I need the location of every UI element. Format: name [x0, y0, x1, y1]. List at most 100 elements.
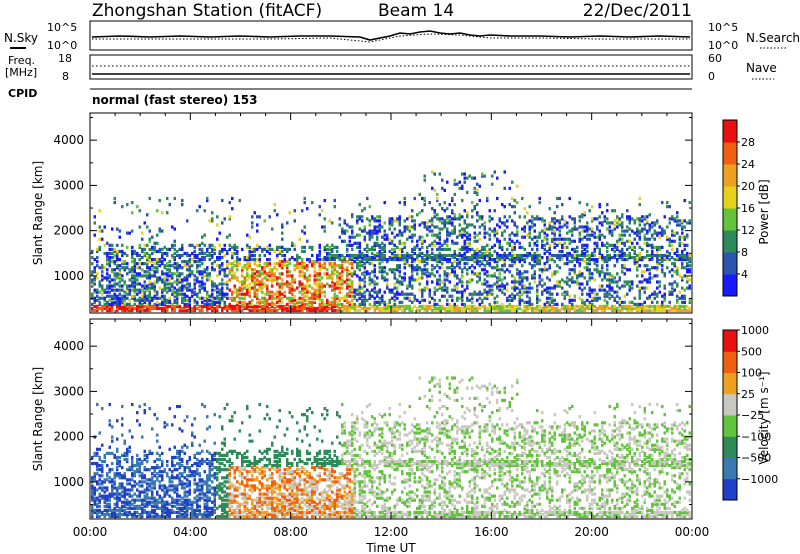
data-cell	[366, 308, 369, 313]
data-cell	[578, 282, 581, 286]
data-cell	[363, 296, 366, 300]
data-cell	[613, 245, 616, 249]
data-cell	[123, 490, 126, 494]
data-cell	[568, 237, 571, 241]
data-cell	[258, 288, 261, 292]
data-cell	[361, 294, 364, 298]
data-cell	[123, 504, 126, 508]
data-cell	[518, 298, 521, 302]
data-cell	[303, 249, 306, 254]
data-cell	[653, 231, 656, 235]
data-cell	[121, 512, 124, 517]
data-cell	[298, 262, 301, 266]
data-cell	[253, 268, 256, 272]
data-cell	[258, 245, 261, 249]
data-cell	[353, 260, 356, 264]
data-cell	[508, 203, 511, 207]
data-cell	[656, 304, 659, 309]
data-cell	[318, 264, 321, 268]
data-cell	[201, 262, 204, 266]
data-cell	[471, 223, 474, 227]
data-cell	[298, 290, 301, 294]
data-cell	[536, 288, 539, 292]
data-cell	[406, 255, 409, 260]
data-cell	[496, 257, 499, 262]
data-cell	[428, 288, 431, 292]
data-cell	[548, 266, 551, 270]
data-cell	[116, 492, 119, 496]
data-cell	[536, 247, 539, 252]
data-cell	[93, 472, 96, 476]
data-cell	[681, 300, 684, 304]
data-cell	[428, 300, 431, 304]
data-cell	[683, 219, 686, 223]
data-cell	[636, 306, 639, 311]
data-cell	[96, 260, 99, 264]
data-cell	[158, 264, 161, 268]
data-cell	[126, 272, 129, 276]
data-cell	[288, 298, 291, 302]
data-cell	[221, 221, 224, 225]
data-cell	[528, 282, 531, 286]
data-cell	[323, 255, 326, 260]
data-cell	[386, 304, 389, 309]
data-cell	[613, 227, 616, 231]
data-cell	[236, 257, 239, 262]
data-cell	[101, 292, 104, 296]
data-cell	[123, 453, 126, 458]
data-cell	[236, 308, 239, 313]
data-cell	[141, 296, 144, 300]
data-cell	[676, 304, 679, 309]
data-cell	[313, 300, 316, 304]
data-cell	[228, 306, 231, 311]
data-cell	[348, 257, 351, 262]
data-cell	[136, 262, 139, 266]
data-cell	[498, 257, 501, 262]
data-cell	[641, 286, 644, 290]
data-cell	[581, 308, 584, 313]
data-cell	[363, 207, 366, 211]
data-cell	[291, 292, 294, 296]
data-cell	[208, 245, 211, 249]
data-cell	[498, 239, 501, 243]
data-cell	[403, 260, 406, 264]
data-cell	[138, 257, 141, 262]
data-cell	[426, 276, 429, 280]
data-cell	[408, 306, 411, 311]
data-cell	[338, 308, 341, 313]
data-cell	[593, 268, 596, 272]
data-cell	[193, 308, 196, 313]
data-cell	[581, 225, 584, 229]
data-cell	[496, 294, 499, 298]
data-cell	[513, 257, 516, 262]
data-cell	[618, 249, 621, 254]
data-cell	[471, 176, 474, 180]
data-cell	[558, 282, 561, 286]
data-cell	[688, 306, 691, 311]
data-cell	[106, 451, 109, 455]
data-cell	[446, 215, 449, 219]
data-cell	[313, 288, 316, 292]
data-cell	[408, 278, 411, 282]
data-cell	[303, 290, 306, 294]
data-cell	[653, 253, 656, 258]
data-cell	[461, 198, 464, 203]
data-cell	[636, 266, 639, 270]
data-cell	[138, 262, 141, 266]
data-cell	[298, 282, 301, 286]
data-cell	[301, 249, 304, 254]
data-cell	[338, 298, 341, 302]
data-cell	[348, 253, 351, 258]
data-cell	[261, 308, 264, 313]
data-cell	[503, 215, 506, 219]
data-cell	[581, 300, 584, 304]
data-cell	[291, 241, 294, 245]
data-cell	[423, 306, 426, 311]
data-cell	[268, 251, 271, 256]
data-cell	[441, 288, 444, 292]
data-cell	[218, 243, 221, 247]
data-cell	[101, 494, 104, 498]
data-cell	[671, 239, 674, 243]
data-cell	[268, 247, 271, 252]
data-cell	[153, 302, 156, 306]
